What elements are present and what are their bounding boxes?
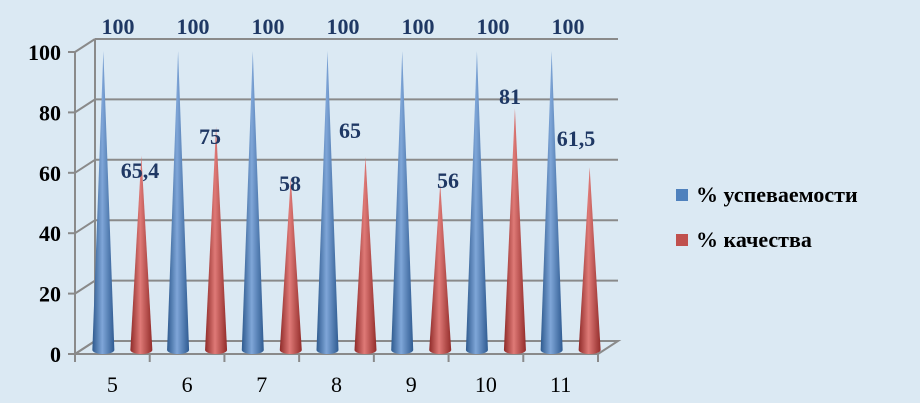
y-tick-label-1: 20 [39, 282, 61, 307]
x-tick-label-5: 10 [475, 372, 497, 397]
data-label-s0-0: 100 [102, 14, 135, 39]
legend-label-1: % качества [696, 227, 812, 252]
y-tick-label-3: 60 [39, 161, 61, 186]
gridline-slant-5 [74, 38, 96, 53]
cone-s0-6 [540, 51, 563, 354]
gridline-slant-4 [74, 98, 96, 114]
cone-s0-4 [391, 51, 414, 354]
cone-s0-3 [316, 51, 339, 354]
floor [71, 340, 622, 355]
cone-s1-4 [429, 183, 452, 354]
cone-s1-0 [130, 155, 153, 354]
y-tick-label-4: 80 [39, 100, 61, 125]
data-label-s0-5: 100 [477, 14, 510, 39]
data-labels: 100 100 100 100 100 100 100 65,4 75 58 65 56 81 61,5 [102, 14, 596, 196]
cone-s0-2 [241, 51, 264, 354]
cone-s1-6 [578, 167, 601, 354]
data-label-s0-4: 100 [402, 14, 435, 39]
legend-item-0: % успеваемости [676, 180, 858, 210]
cone-s0-0 [92, 51, 115, 354]
x-tick-label-1: 6 [182, 372, 193, 397]
cone-s1-2 [279, 177, 302, 354]
bars [92, 51, 601, 354]
x-tick-label-0: 5 [107, 372, 118, 397]
data-label-s0-3: 100 [327, 14, 360, 39]
data-label-s0-6: 100 [552, 14, 585, 39]
y-tick-label-2: 40 [39, 221, 61, 246]
legend-swatch-0 [676, 189, 688, 201]
legend: % успеваемости % качества [676, 180, 858, 270]
x-tick-label-4: 9 [406, 372, 417, 397]
cone-s1-3 [354, 156, 377, 354]
data-label-s1-6: 61,5 [557, 126, 596, 151]
cone-s1-1 [205, 126, 228, 354]
legend-label-0: % успеваемости [696, 182, 858, 207]
data-label-s1-5: 81 [499, 84, 521, 109]
y-tick-label-5: 100 [28, 40, 61, 65]
legend-item-1: % качества [676, 225, 858, 255]
grid [74, 38, 618, 355]
cone-s1-5 [503, 108, 526, 354]
data-label-s1-1: 75 [199, 124, 221, 149]
gridline-slant-3 [74, 158, 96, 174]
gridline-slant-1 [74, 279, 96, 295]
cone-s0-1 [167, 51, 190, 354]
legend-swatch-1 [676, 234, 688, 246]
data-label-s0-1: 100 [177, 14, 210, 39]
gridline-slant-2 [74, 219, 96, 235]
data-label-s0-2: 100 [252, 14, 285, 39]
y-tick-label-0: 0 [50, 342, 61, 367]
data-label-s1-3: 65 [339, 118, 361, 143]
data-label-s1-0: 65,4 [121, 158, 160, 183]
data-label-s1-4: 56 [437, 168, 459, 193]
x-tick-label-3: 8 [331, 372, 342, 397]
x-tick-label-6: 11 [550, 372, 571, 397]
data-label-s1-2: 58 [279, 171, 301, 196]
x-tick-label-2: 7 [256, 372, 267, 397]
cone-s0-5 [465, 51, 488, 354]
